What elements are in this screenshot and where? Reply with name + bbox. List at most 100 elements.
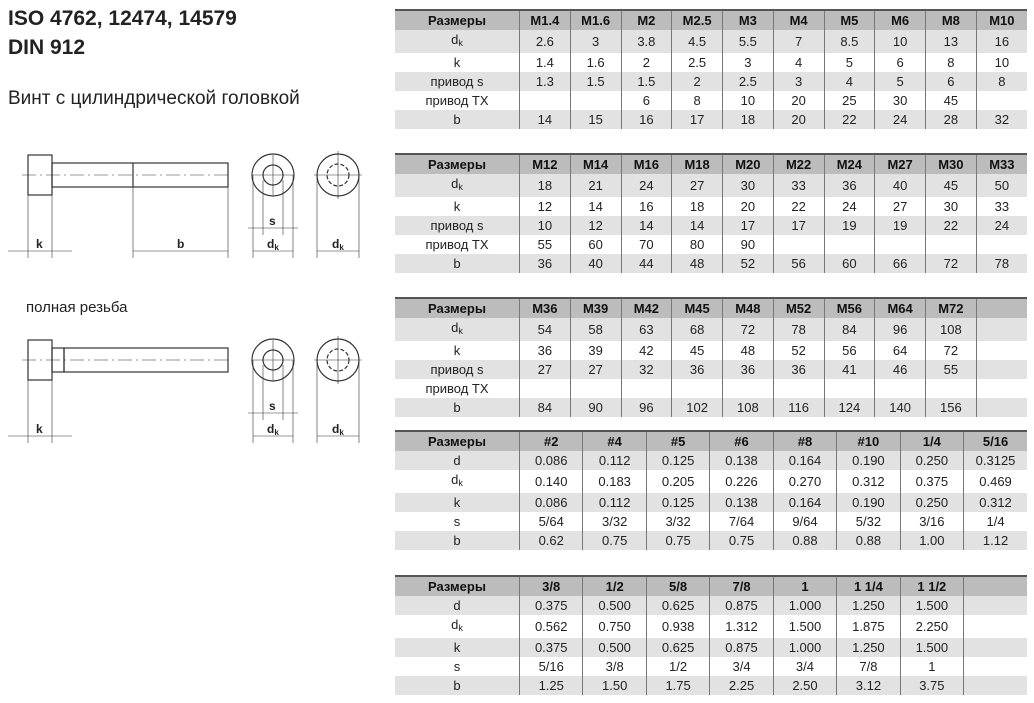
table-cell: 16 (620, 197, 672, 216)
table-cell: 70 (620, 235, 672, 254)
table-cell: 24 (874, 110, 926, 129)
table-cell: 16 (620, 110, 672, 129)
table-row: b 1.25 1.50 1.75 2.25 2.50 3.12 3.75 (395, 676, 1027, 695)
column-header: 3/8 (518, 575, 583, 596)
table-cell: 108 (925, 318, 977, 341)
table-cell: 0.112 (582, 493, 647, 512)
dim-label-b: b (177, 237, 184, 251)
dimensions-table-inch-large: Размеры 3/8 1/2 5/8 7/8 1 1 1/4 1 1/2 d 0.375 0.50… (395, 575, 1027, 695)
table-cell: 8 (925, 53, 977, 72)
table-cell: 36 (519, 341, 571, 360)
table-cell: 0.138 (709, 493, 774, 512)
column-header: M22 (772, 153, 824, 174)
table-cell: 21 (569, 174, 621, 197)
column-header: M12 (519, 153, 571, 174)
table-cell: 36 (722, 360, 774, 379)
table-cell: 20 (722, 197, 774, 216)
table-cell (874, 235, 926, 254)
table-cell: 54 (519, 318, 571, 341)
table-cell (925, 235, 977, 254)
column-header: M64 (874, 297, 926, 318)
table-cell: 3/4 (772, 657, 837, 676)
table-cell: 0.938 (645, 615, 710, 638)
table-cell: 17 (722, 216, 774, 235)
table-cell: 0.875 (709, 596, 774, 615)
table-cell: 1.500 (899, 638, 964, 657)
row-label: dk (395, 318, 520, 341)
table-row: привод TX 6 8 10 20 25 30 45 (395, 91, 1027, 110)
table-cell: 30 (925, 197, 977, 216)
table-cell: 90 (722, 235, 774, 254)
table-cell: 3/32 (582, 512, 647, 531)
table-row: k 36 39 42 45 48 52 56 64 72 (395, 341, 1027, 360)
table-row: привод s 27 27 32 36 36 36 41 46 55 (395, 360, 1027, 379)
column-header: Размеры (395, 153, 520, 174)
table-cell: 1.875 (836, 615, 901, 638)
table-cell: 0.875 (709, 638, 774, 657)
table-cell: 25 (823, 91, 875, 110)
table-cell: 1.3 (519, 72, 571, 91)
standard-title: ISO 4762, 12474, 14579 DIN 912 (8, 7, 237, 59)
screw-drawing-partial-thread (8, 151, 362, 258)
table-cell (975, 235, 1027, 254)
column-header: M16 (620, 153, 672, 174)
table-cell: 55 (519, 235, 571, 254)
table-cell: 0.250 (899, 493, 964, 512)
table-cell (975, 379, 1027, 398)
table-cell: 45 (925, 174, 977, 197)
row-label: s (453, 659, 461, 674)
table-row: dk 0.140 0.183 0.205 0.226 0.270 0.312 0.375 0.4… (395, 470, 1027, 493)
table-cell: 0.88 (772, 531, 837, 550)
screw-drawings: k b s dk dk k s dk dk (8, 151, 362, 443)
table-cell: 4.5 (671, 30, 723, 53)
table-cell: 96 (874, 318, 926, 341)
column-header: M20 (722, 153, 774, 174)
table-row: k 0.086 0.112 0.125 0.138 0.164 0.190 0.250 0.31… (395, 493, 1027, 512)
table-cell: 0.140 (518, 470, 583, 493)
table-cell: 72 (722, 318, 774, 341)
table-cell: 44 (620, 254, 672, 273)
column-header: M45 (671, 297, 723, 318)
table-cell: 3 (722, 53, 774, 72)
table-cell: 0.3125 (963, 451, 1027, 470)
column-header: 1 1/4 (836, 575, 901, 596)
column-header: M4 (772, 9, 824, 30)
table-cell: 1.50 (582, 676, 647, 695)
row-label: k (453, 55, 461, 70)
table-cell: 22 (823, 110, 875, 129)
table-cell: 0.312 (963, 493, 1027, 512)
dim-label-dk: dk (267, 422, 279, 437)
table-cell: 10 (975, 53, 1027, 72)
table-cell: 22 (772, 197, 824, 216)
column-header: 1 1/2 (899, 575, 964, 596)
table-cell: 156 (925, 398, 977, 417)
table-cell: 80 (671, 235, 723, 254)
table-cell: 60 (569, 235, 621, 254)
table-row: привод TX 55 60 70 80 90 (395, 235, 1027, 254)
table-cell: 1.5 (620, 72, 672, 91)
column-header: M30 (925, 153, 977, 174)
table-cell: 3/32 (645, 512, 710, 531)
product-subtitle: Винт с цилиндрической головкой (8, 88, 300, 109)
table-cell: 6 (925, 72, 977, 91)
table-row: dk 18 21 24 27 30 33 36 40 45 50 (395, 174, 1027, 197)
column-header: #5 (645, 430, 710, 451)
table-cell: 78 (975, 254, 1027, 273)
table-cell: 7/8 (836, 657, 901, 676)
table-cell (722, 379, 774, 398)
table-cell: 0.500 (582, 596, 647, 615)
table-cell: 64 (874, 341, 926, 360)
column-header: M14 (569, 153, 621, 174)
table-cell: 14 (620, 216, 672, 235)
table-cell: 1.6 (569, 53, 621, 72)
table-cell: 0.625 (645, 596, 710, 615)
table-cell: 45 (671, 341, 723, 360)
table-cell: 0.164 (772, 493, 837, 512)
table-row: dk 2.6 3 3.8 4.5 5.5 7 8.5 10 13 16 (395, 30, 1027, 53)
table-cell: 1.500 (772, 615, 837, 638)
table-cell (874, 379, 926, 398)
column-header: M36 (519, 297, 571, 318)
dim-label-s: s (269, 399, 276, 413)
table-row: k 12 14 16 18 20 22 24 27 30 33 (395, 197, 1027, 216)
table-cell: 1.12 (963, 531, 1027, 550)
